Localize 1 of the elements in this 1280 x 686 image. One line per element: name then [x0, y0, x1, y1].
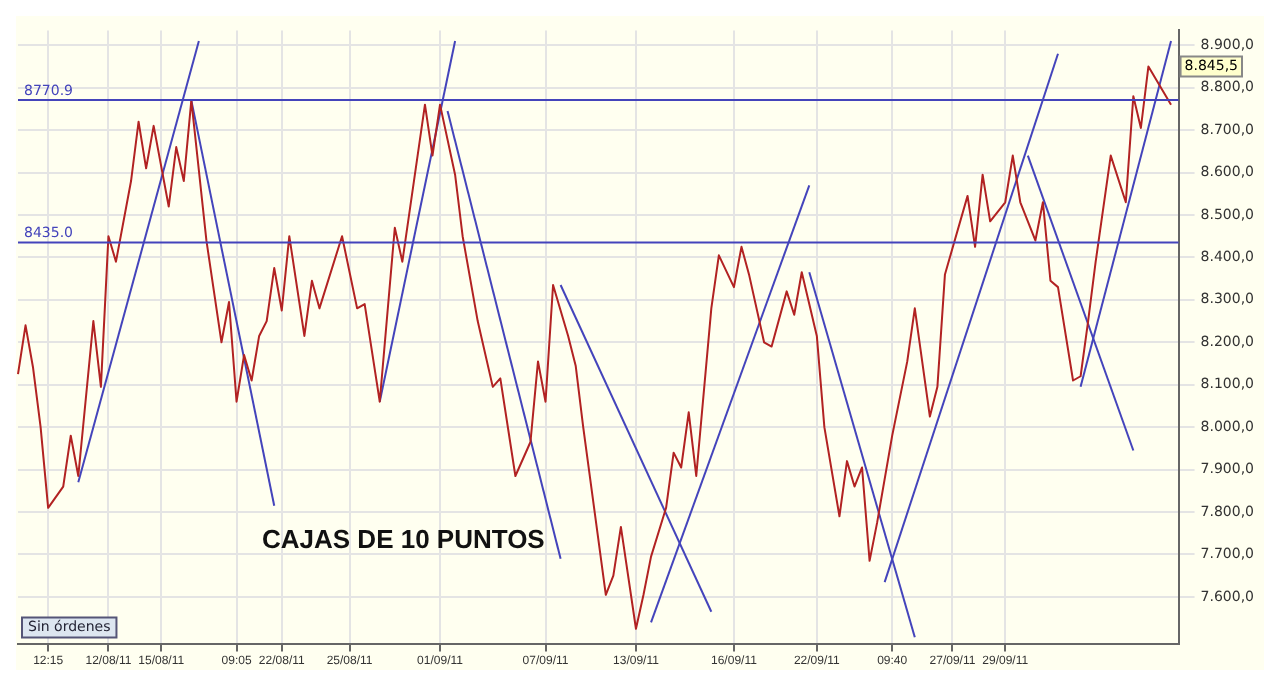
annotation: CAJAS DE 10 PUNTOS [262, 523, 546, 554]
